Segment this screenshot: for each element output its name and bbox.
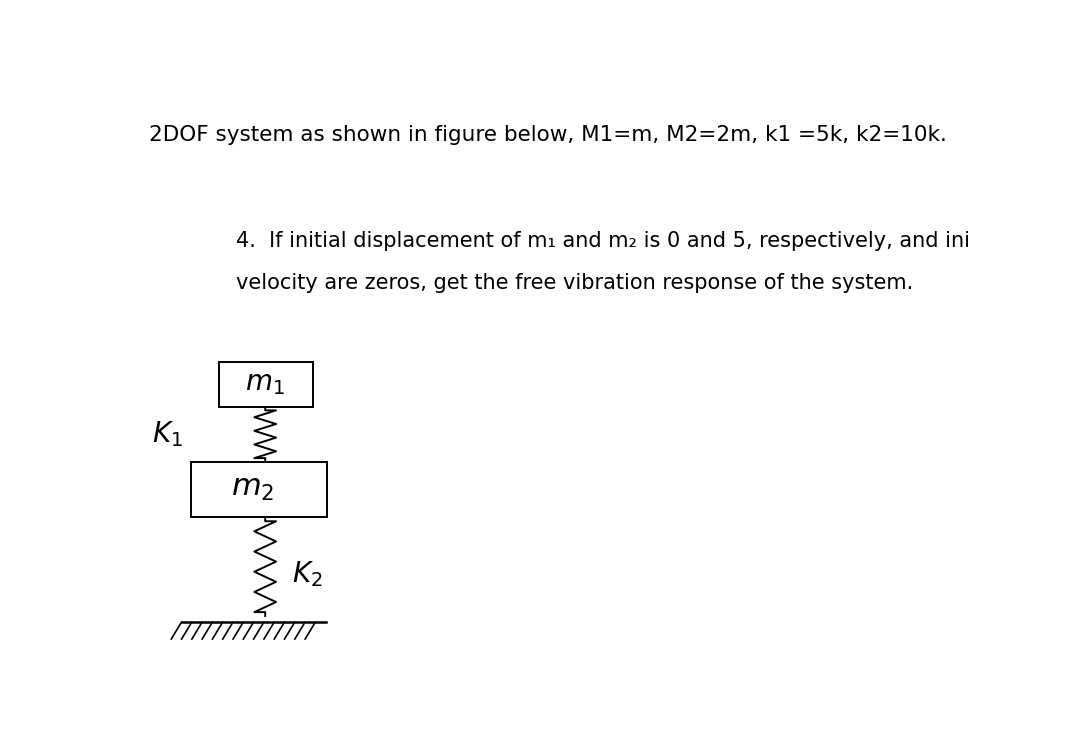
Text: $K_2$: $K_2$: [293, 559, 323, 589]
Text: 4.  If initial displacement of m₁ and m₂ is 0 and 5, respectively, and ini: 4. If initial displacement of m₁ and m₂ …: [235, 231, 970, 251]
Bar: [218, 362, 313, 406]
Text: $m_1$: $m_1$: [244, 368, 284, 397]
Text: $m_2$: $m_2$: [231, 474, 274, 503]
Text: 2DOF system as shown in figure below, M1=m, M2=2m, k1 =5k, k2=10k.: 2DOF system as shown in figure below, M1…: [149, 126, 947, 146]
Text: velocity are zeros, get the free vibration response of the system.: velocity are zeros, get the free vibrati…: [235, 273, 913, 293]
Bar: [191, 462, 327, 517]
Text: $K_1$: $K_1$: [152, 420, 183, 449]
